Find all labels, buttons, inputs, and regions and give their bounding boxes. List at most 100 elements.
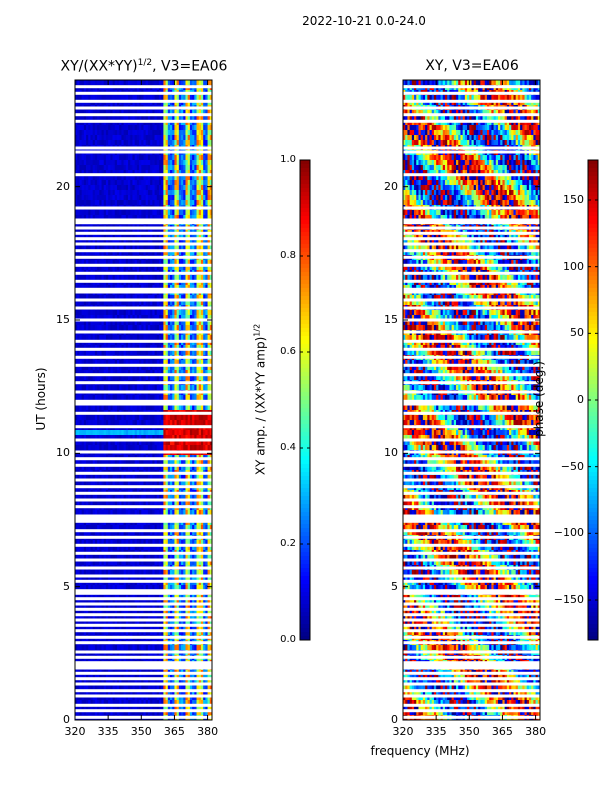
heatmap-cell [86,245,89,251]
heatmap-cell [145,170,149,176]
heatmap-cell [183,200,186,206]
heatmap-cell [183,420,186,426]
heatmap-cell [108,420,111,426]
heatmap-cell [125,295,129,301]
heatmap-cell [75,475,78,481]
heatmap-cell [150,180,153,186]
heatmap-cell [205,415,208,421]
heatmap-cell [112,415,116,421]
heatmap-cell [145,370,149,376]
heatmap-cell [134,315,138,321]
heatmap-cell [119,165,122,171]
heatmap-cell [88,115,91,121]
heatmap-cell [92,275,96,281]
heatmap-cell [128,365,131,371]
heatmap-cell [105,265,109,271]
heatmap-cell [174,430,178,436]
heatmap-cell [97,370,100,376]
heatmap-cell [205,95,208,101]
heatmap-cell [119,115,122,121]
heatmap-cell [86,465,89,471]
heatmap-cell [143,110,147,116]
heatmap-cell [200,350,204,356]
heatmap-cell [167,335,171,341]
heatmap-cell [88,465,91,471]
heatmap-cell [105,110,109,116]
heatmap-cell [83,170,87,176]
heatmap-cell [165,265,169,271]
heatmap-cell [183,370,186,376]
heatmap-cell [181,475,184,481]
heatmap-cell [110,300,113,306]
heatmap-cell [198,95,202,101]
heatmap-cell [172,245,175,251]
heatmap-cell [130,110,133,116]
heatmap-cell [161,80,164,86]
heatmap-cell [75,360,78,366]
heatmap-cell [143,445,147,451]
heatmap-cell [194,440,197,446]
heatmap-cell [170,370,173,376]
heatmap-cell [196,415,200,421]
heatmap-cell [139,480,142,486]
heatmap-cell [79,370,83,376]
heatmap-cell [125,430,129,436]
heatmap-cell [183,335,186,341]
heatmap-cell [83,335,87,341]
heatmap-cell [172,140,175,146]
heatmap-cell [77,395,80,401]
heatmap-cell [105,345,109,351]
heatmap-cell [101,335,105,341]
heatmap-cell [205,265,208,271]
heatmap-cell [136,345,140,351]
heatmap-cell [158,365,162,371]
heatmap-cell [92,135,96,141]
heatmap-cell [152,350,155,356]
heatmap-cell [167,190,171,196]
heatmap-cell [165,420,169,426]
heatmap-cell [128,375,131,381]
heatmap-cell [112,475,116,481]
heatmap-cell [194,215,197,221]
heatmap-cell [83,140,87,146]
heatmap-cell [105,80,109,86]
heatmap-cell [112,325,116,331]
heatmap-cell [105,195,109,201]
heatmap-cell [92,365,96,371]
heatmap-cell [141,110,144,116]
heatmap-cell [92,80,96,86]
heatmap-cell [198,415,202,421]
heatmap-cell [187,80,191,86]
heatmap-cell [94,130,98,136]
heatmap-cell [154,155,158,161]
heatmap-cell [152,405,155,411]
heatmap-cell [192,95,195,101]
heatmap-cell [207,245,211,251]
heatmap-cell [83,320,87,326]
heatmap-cell [147,405,151,411]
heatmap-cell [119,110,122,116]
heatmap-cell [92,405,96,411]
heatmap-cell [181,195,184,201]
heatmap-cell [94,365,98,371]
heatmap-cell [77,250,80,256]
heatmap-cell [134,210,138,216]
heatmap-cell [79,350,83,356]
heatmap-cell [178,395,182,401]
heatmap-cell [158,465,162,471]
heatmap-cell [198,375,202,381]
heatmap-cell [108,325,111,331]
heatmap-cell [132,375,136,381]
heatmap-cell [192,180,195,186]
heatmap-cell [90,435,94,441]
heatmap-cell [130,480,133,486]
heatmap-cell [194,430,197,436]
heatmap-cell [163,195,166,201]
heatmap-cell [139,175,142,181]
heatmap-cell [200,405,204,411]
heatmap-cell [161,460,164,466]
heatmap-cell [209,200,213,206]
heatmap-cell [139,200,142,206]
heatmap-cell [123,475,127,481]
heatmap-cell [116,385,120,391]
